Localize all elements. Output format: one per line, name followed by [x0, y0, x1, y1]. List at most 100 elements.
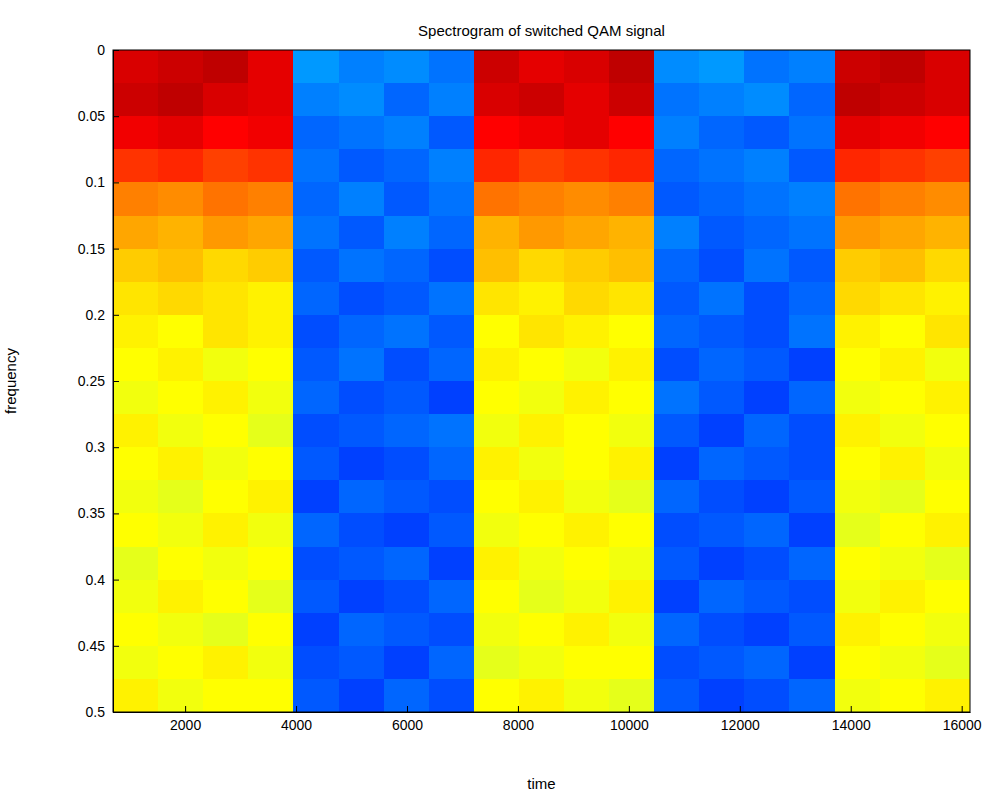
cell [835, 83, 881, 117]
cell [744, 679, 790, 712]
frame [113, 50, 970, 712]
cell [699, 679, 745, 712]
cell [113, 480, 159, 514]
cell [113, 646, 159, 680]
tick-mark [518, 706, 519, 712]
cell [925, 116, 970, 150]
cell [925, 149, 970, 183]
cell [699, 646, 745, 680]
cell [429, 480, 475, 514]
cell [519, 381, 565, 415]
cell [158, 679, 204, 712]
cell [744, 480, 790, 514]
cell [699, 580, 745, 614]
cell [789, 149, 835, 183]
cell [248, 50, 294, 84]
cell [880, 679, 926, 712]
cell [519, 149, 565, 183]
cell [835, 447, 881, 481]
cell [474, 149, 520, 183]
tick: 0.3 [86, 439, 119, 455]
cell [429, 149, 475, 183]
cell [203, 414, 249, 448]
tick-label: 0.1 [86, 174, 106, 190]
tick-label: 0 [97, 42, 105, 58]
cell [293, 348, 339, 382]
cell [293, 381, 339, 415]
tick-mark [113, 315, 119, 316]
cell [339, 447, 385, 481]
cell [203, 348, 249, 382]
cell [384, 447, 430, 481]
cell [203, 679, 249, 712]
cell [248, 613, 294, 647]
cell [113, 116, 159, 150]
cell [248, 580, 294, 614]
cell [248, 381, 294, 415]
cell [744, 348, 790, 382]
cell [699, 513, 745, 547]
cell [429, 679, 475, 712]
cell [835, 282, 881, 316]
tick-mark [185, 706, 186, 712]
cell [113, 149, 159, 183]
cell [925, 580, 970, 614]
cell [654, 480, 700, 514]
cell [519, 480, 565, 514]
cell [474, 480, 520, 514]
cell [519, 679, 565, 712]
cell [474, 216, 520, 250]
cell [519, 646, 565, 680]
cell [429, 613, 475, 647]
cell [474, 679, 520, 712]
cell [880, 580, 926, 614]
cell [429, 315, 475, 349]
cell [699, 315, 745, 349]
cell [925, 547, 970, 581]
cells [113, 50, 970, 712]
cell [113, 315, 159, 349]
cell [880, 116, 926, 150]
cell [203, 580, 249, 614]
cell [429, 547, 475, 581]
tick-mark [113, 116, 119, 117]
cell [609, 249, 655, 283]
cell [339, 480, 385, 514]
axis-line [114, 712, 971, 713]
cell [789, 613, 835, 647]
cell [609, 679, 655, 712]
cell [248, 315, 294, 349]
cell [609, 182, 655, 216]
cell [789, 315, 835, 349]
cell [384, 679, 430, 712]
cell [248, 513, 294, 547]
cell [835, 646, 881, 680]
tick-mark [740, 706, 741, 712]
cell [113, 613, 159, 647]
cell [699, 447, 745, 481]
cell [384, 613, 430, 647]
cell [519, 447, 565, 481]
cell [158, 646, 204, 680]
cell [880, 182, 926, 216]
cell [339, 83, 385, 117]
cell [203, 315, 249, 349]
tick-mark [113, 646, 119, 647]
cell [293, 447, 339, 481]
cell [564, 679, 610, 712]
cell [654, 149, 700, 183]
cell [474, 282, 520, 316]
cell [609, 513, 655, 547]
cell [744, 613, 790, 647]
cell [293, 149, 339, 183]
cell [564, 447, 610, 481]
cell [519, 182, 565, 216]
cell [248, 282, 294, 316]
cell [835, 149, 881, 183]
tick-mark [407, 706, 408, 712]
cell [429, 414, 475, 448]
cell [654, 613, 700, 647]
cell [384, 381, 430, 415]
cell [880, 547, 926, 581]
cell [564, 216, 610, 250]
